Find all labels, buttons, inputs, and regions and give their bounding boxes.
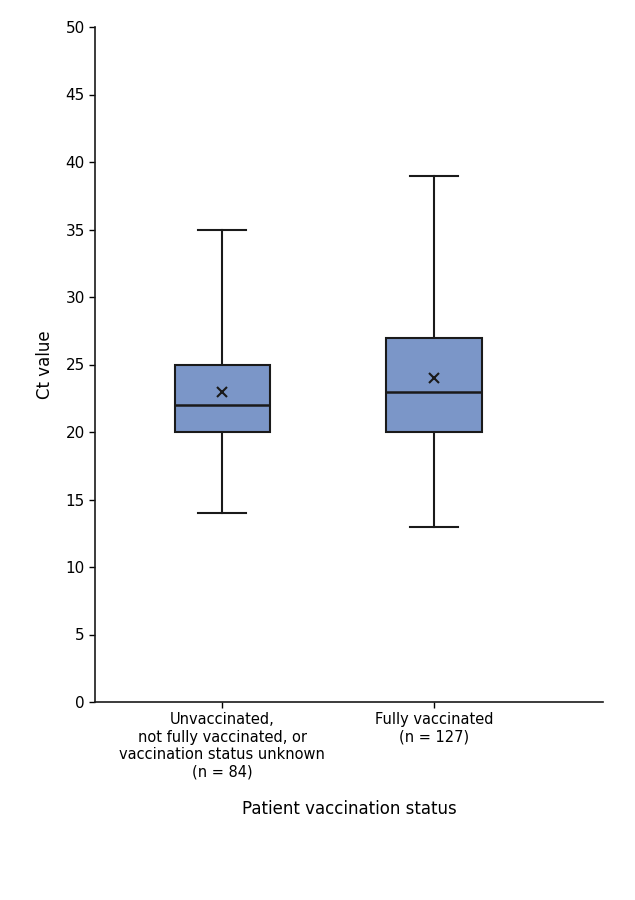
Y-axis label: Ct value: Ct value [36,330,55,399]
FancyBboxPatch shape [175,364,270,432]
X-axis label: Patient vaccination status: Patient vaccination status [242,800,457,818]
FancyBboxPatch shape [386,338,481,432]
